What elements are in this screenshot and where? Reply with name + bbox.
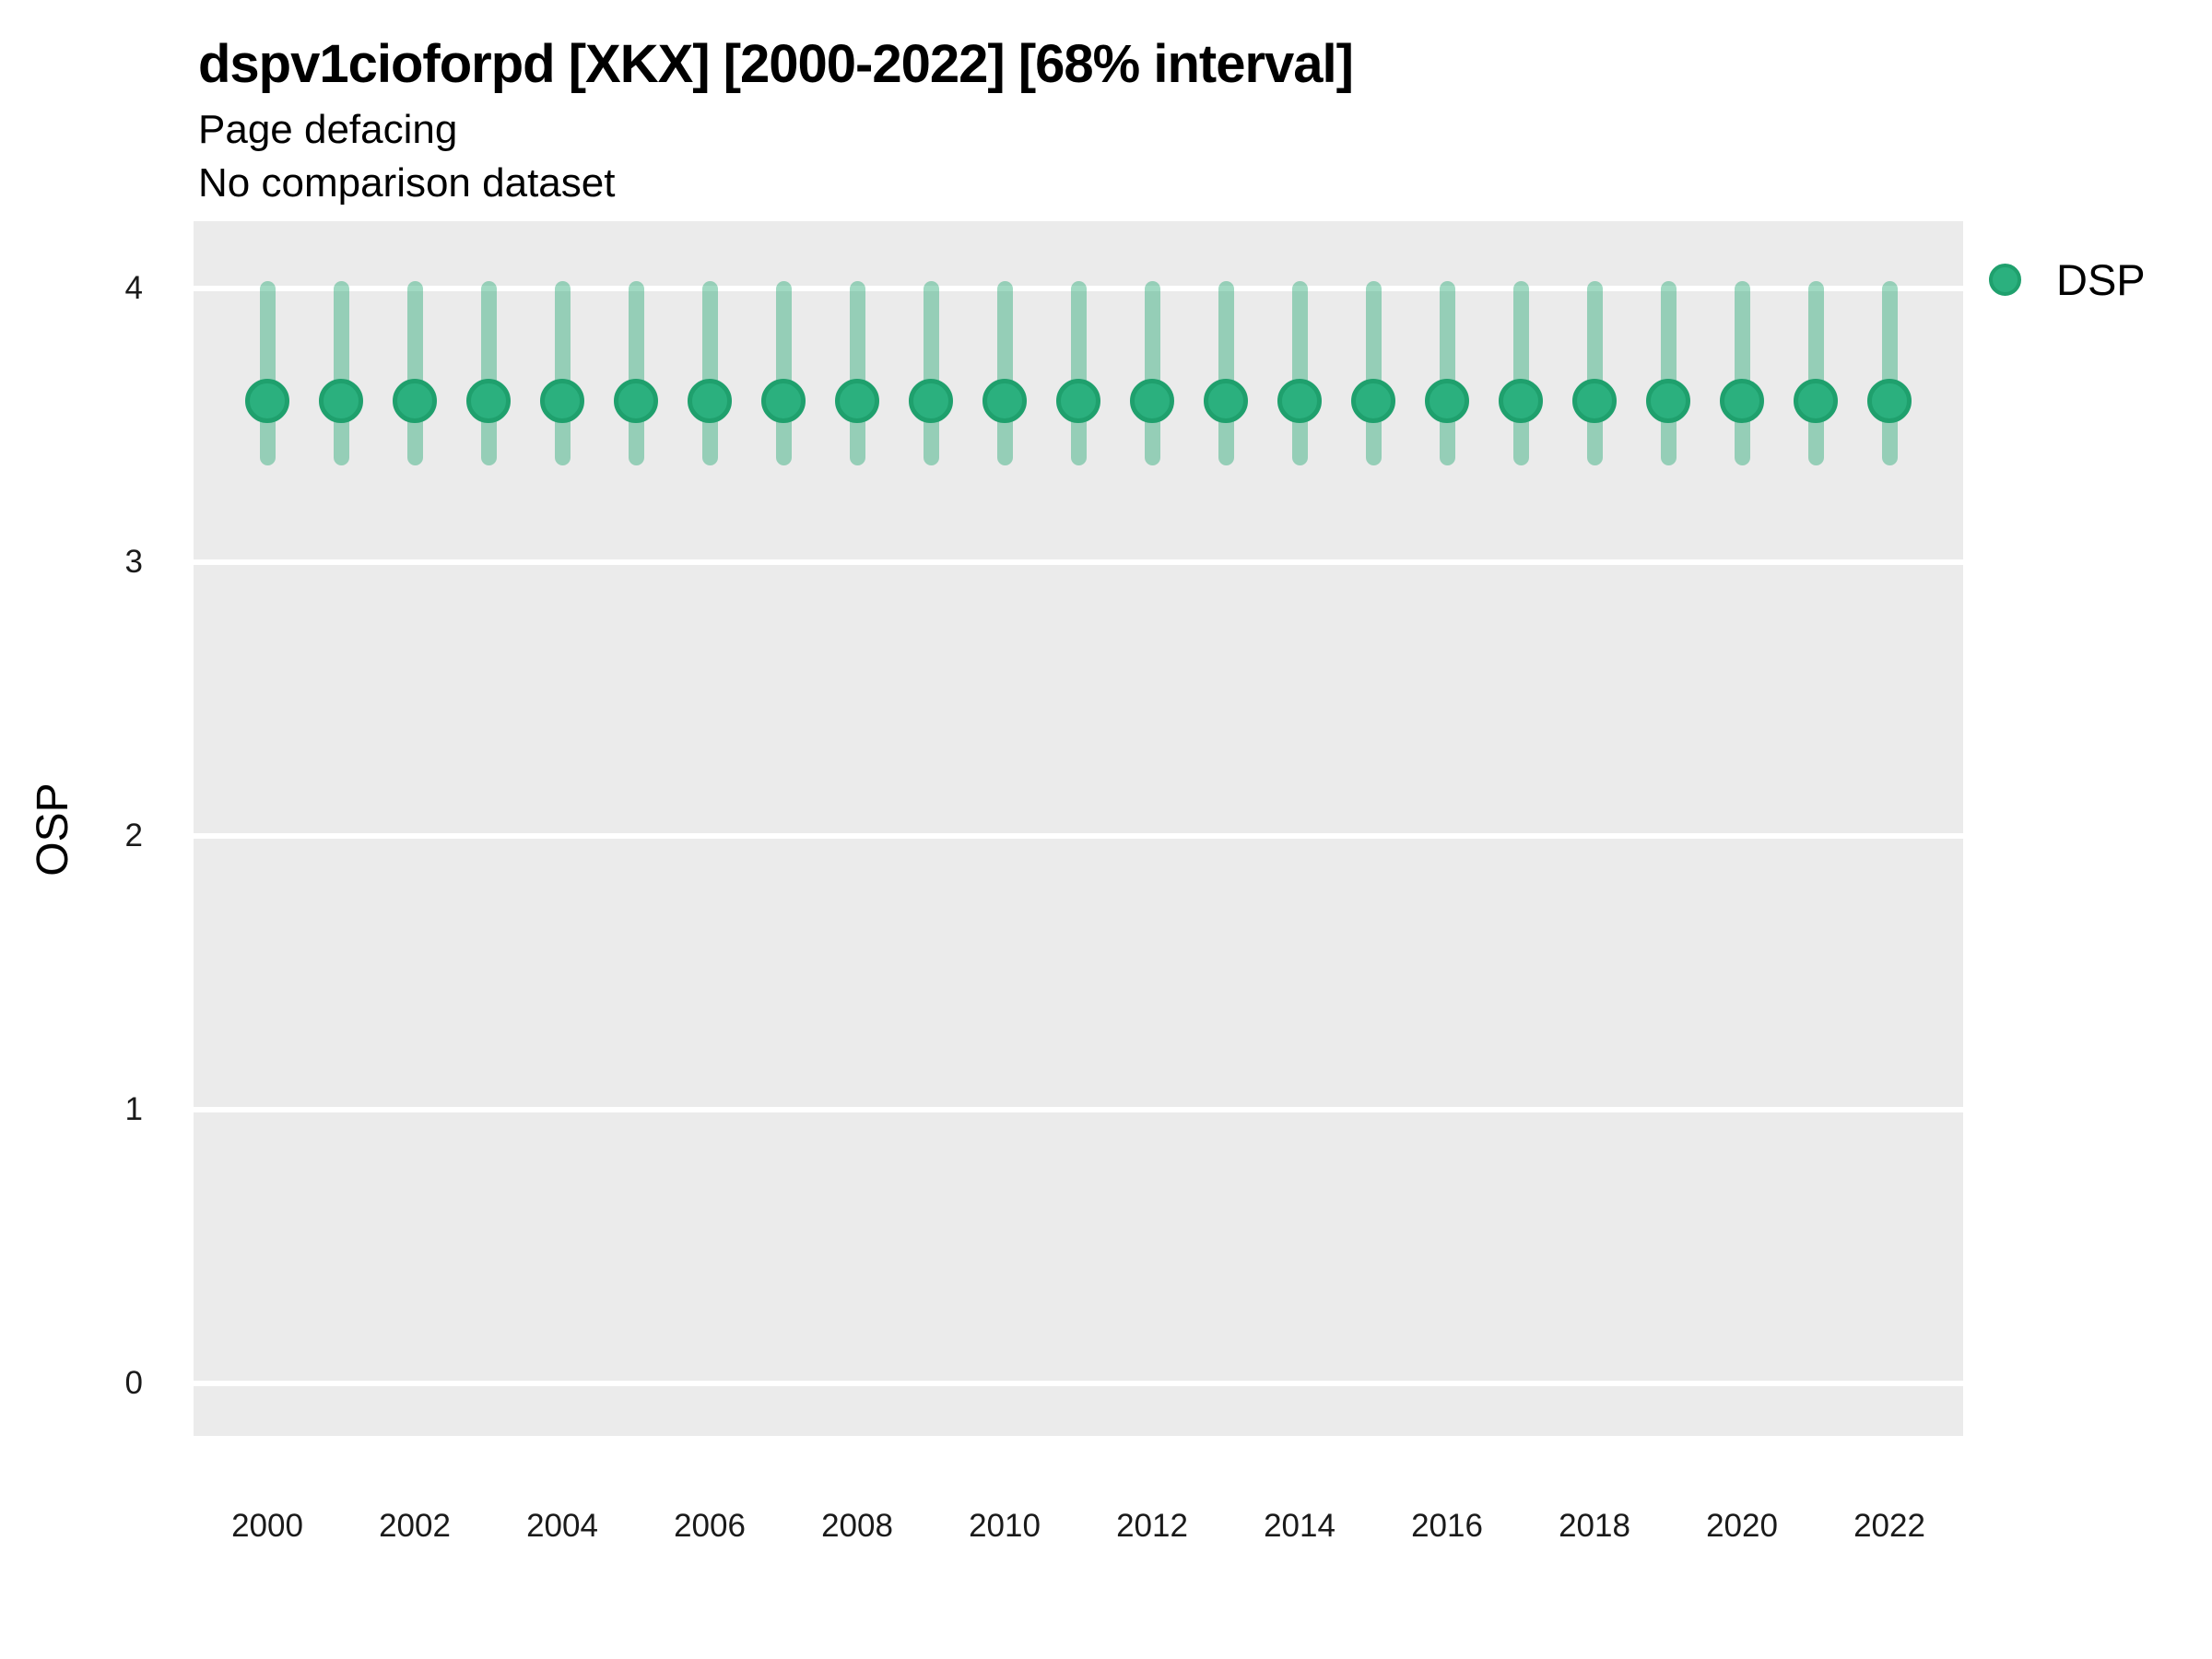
y-tick-label-0: 0	[124, 1365, 143, 1401]
x-tick-label-2018: 2018	[1559, 1508, 1630, 1544]
error-bar-2004	[554, 281, 571, 466]
error-bar-2015	[1365, 281, 1382, 466]
chart-title: dspv1cioforpd [XKX] [2000-2022] [68% int…	[198, 34, 1354, 94]
data-point-2014	[1277, 378, 1322, 423]
data-point-2017	[1499, 378, 1543, 423]
gridline-y-3	[194, 559, 1963, 565]
legend-marker-dsp	[1989, 264, 2021, 296]
error-bar-2018	[1586, 281, 1603, 466]
data-point-2001	[319, 378, 363, 423]
data-point-2008	[835, 378, 879, 423]
x-tick-label-2010: 2010	[969, 1508, 1041, 1544]
gridline-y-4	[194, 286, 1963, 291]
error-bar-2012	[1144, 281, 1160, 466]
chart-subtitle: Page defacing	[198, 107, 458, 152]
data-point-2003	[466, 378, 511, 423]
data-point-2009	[909, 378, 953, 423]
data-point-2002	[393, 378, 437, 423]
x-tick-label-2000: 2000	[231, 1508, 303, 1544]
x-tick-label-2016: 2016	[1411, 1508, 1483, 1544]
error-bar-2010	[996, 281, 1013, 466]
error-bar-2011	[1070, 281, 1087, 466]
error-bar-2006	[701, 281, 718, 466]
x-tick-label-2014: 2014	[1264, 1508, 1335, 1544]
error-bar-2017	[1512, 281, 1529, 466]
error-bar-2020	[1734, 281, 1750, 466]
data-point-2019	[1646, 378, 1690, 423]
error-bar-2005	[628, 281, 644, 466]
data-point-2004	[540, 378, 584, 423]
y-tick-label-2: 2	[124, 818, 143, 853]
x-tick-label-2006: 2006	[674, 1508, 746, 1544]
error-bar-2013	[1218, 281, 1234, 466]
data-point-2020	[1720, 378, 1764, 423]
gridline-y-0	[194, 1381, 1963, 1386]
error-bar-2007	[775, 281, 792, 466]
gridline-y-1	[194, 1107, 1963, 1112]
data-point-2010	[982, 378, 1027, 423]
data-point-2021	[1794, 378, 1838, 423]
x-tick-label-2020: 2020	[1706, 1508, 1778, 1544]
gridline-y-2	[194, 833, 1963, 839]
error-bar-2003	[480, 281, 497, 466]
data-point-2000	[245, 378, 289, 423]
data-point-2011	[1056, 378, 1100, 423]
data-point-2015	[1351, 378, 1395, 423]
legend: DSP	[1989, 254, 2146, 305]
y-tick-label-3: 3	[124, 544, 143, 580]
data-point-2013	[1204, 378, 1248, 423]
x-tick-label-2008: 2008	[821, 1508, 893, 1544]
data-point-2018	[1572, 378, 1617, 423]
error-bar-2002	[406, 281, 423, 466]
error-bar-2022	[1881, 281, 1898, 466]
x-tick-label-2012: 2012	[1116, 1508, 1188, 1544]
data-point-2012	[1130, 378, 1174, 423]
data-point-2016	[1425, 378, 1469, 423]
x-tick-label-2022: 2022	[1853, 1508, 1925, 1544]
error-bar-2000	[259, 281, 276, 466]
error-bar-2009	[923, 281, 939, 466]
error-bar-2021	[1807, 281, 1824, 466]
error-bar-2019	[1660, 281, 1677, 466]
error-bar-2008	[849, 281, 865, 466]
data-point-2006	[688, 378, 732, 423]
y-tick-label-1: 1	[124, 1091, 143, 1127]
data-point-2007	[761, 378, 806, 423]
x-tick-label-2004: 2004	[526, 1508, 598, 1544]
error-bar-2001	[333, 281, 349, 466]
y-tick-label-4: 4	[124, 270, 143, 306]
x-tick-label-2002: 2002	[379, 1508, 451, 1544]
error-bar-2014	[1291, 281, 1308, 466]
data-point-2005	[614, 378, 658, 423]
chart-caption-no-comparison: No comparison dataset	[198, 160, 616, 206]
legend-label-dsp: DSP	[2056, 255, 2146, 304]
data-point-2022	[1867, 378, 1912, 423]
plot-panel	[194, 221, 1963, 1436]
error-bar-2016	[1439, 281, 1455, 466]
